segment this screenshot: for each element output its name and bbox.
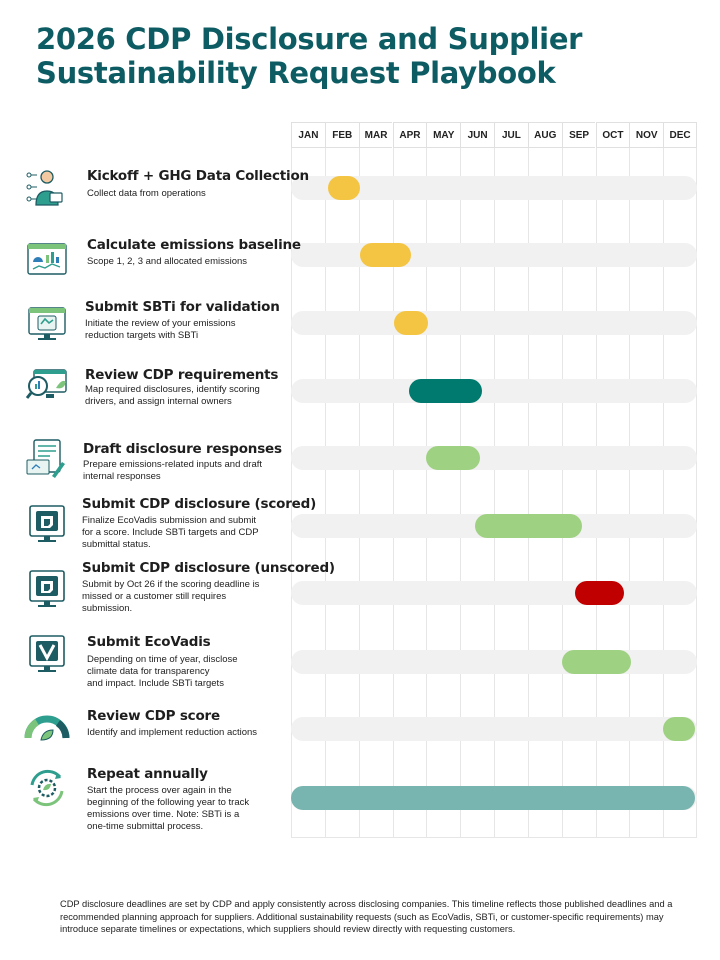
month-header-sep: SEP (561, 122, 596, 148)
month-header-oct: OCT (595, 122, 630, 148)
month-column-oct (595, 148, 630, 838)
month-column-apr (392, 148, 427, 838)
task-description-line: Identify and implement reduction actions (87, 727, 258, 738)
task-description-line: Submit by Oct 26 if the scoring deadline… (82, 579, 260, 590)
month-header-dec: DEC (663, 122, 697, 148)
task-title-submit-cdp-disclosure-scored: Submit CDP disclosure (scored) (82, 496, 317, 512)
timeline-bar-submit-cdp-disclosure-unscored (575, 581, 625, 605)
task-description-line: Prepare emissions-related inputs and dra… (83, 459, 263, 470)
task-description-review-cdp-requirements: Map required disclosures, identify scori… (85, 384, 260, 408)
task-description-line: Initiate the review of your emissions (85, 318, 236, 329)
month-column-aug (527, 148, 562, 838)
task-description-submit-cdp-disclosure-unscored: Submit by Oct 26 if the scoring deadline… (82, 579, 259, 615)
timeline-track-submit-cdp-disclosure-unscored (291, 581, 697, 605)
dashboard-icon (24, 238, 70, 284)
task-description-line: Start the process over again in the (87, 785, 232, 796)
task-description-line: one-time submittal process. (87, 821, 204, 832)
document-edit-icon (24, 436, 70, 482)
timeline-track-review-cdp-score (291, 717, 697, 741)
ecovadis-monitor-icon (24, 632, 70, 678)
task-title-kickoff-ghg-data-collection: Kickoff + GHG Data Collection (87, 168, 309, 184)
task-description-kickoff-ghg-data-collection: Collect data from operations (87, 188, 206, 200)
task-title-repeat-annually: Repeat annually (87, 766, 208, 782)
page-title: 2026 CDP Disclosure and Supplier Sustain… (36, 22, 676, 90)
month-header-may: MAY (426, 122, 461, 148)
task-description-line: emissions over time. Note: SBTi is a (87, 809, 240, 820)
title-line-1: 2026 CDP Disclosure and Supplier (36, 22, 583, 56)
task-description-line: climate data for transparency (87, 666, 210, 677)
timeline-bar-repeat-annually (291, 786, 696, 810)
task-title-submit-sbti-for-validation: Submit SBTi for validation (85, 299, 280, 315)
timeline-track-draft-disclosure-responses (291, 446, 697, 470)
month-header-jun: JUN (460, 122, 494, 148)
task-description-review-cdp-score: Identify and implement reduction actions (87, 727, 257, 739)
month-header-nov: NOV (629, 122, 664, 148)
task-description-line: reduction targets with SBTi (85, 330, 199, 341)
task-description-repeat-annually: Start the process over again in the begin… (87, 785, 249, 833)
task-description-line: internal responses (83, 471, 161, 482)
timeline-bar-draft-disclosure-responses (426, 446, 481, 470)
timeline-track-submit-sbti-for-validation (291, 311, 697, 335)
task-description-line: drivers, and assign internal owners (85, 396, 232, 407)
task-description-line: Depending on time of year, disclose (87, 654, 238, 665)
title-line-2: Sustainability Request Playbook (36, 56, 556, 90)
timeline-bar-submit-sbti-for-validation (394, 311, 429, 335)
task-title-submit-ecovadis: Submit EcoVadis (87, 634, 211, 650)
month-header-apr: APR (392, 122, 427, 148)
timeline-bar-submit-cdp-disclosure-scored (475, 514, 582, 538)
month-column-sep (561, 148, 596, 838)
month-column-dec (663, 148, 697, 838)
task-title-review-cdp-requirements: Review CDP requirements (85, 367, 279, 383)
timeline-bar-submit-ecovadis (561, 650, 631, 674)
task-description-line: Map required disclosures, identify scori… (85, 384, 260, 395)
analytics-leaf-icon (24, 364, 70, 410)
task-description-line: submission. (82, 603, 133, 614)
score-gauge-icon (24, 706, 70, 752)
month-column-nov (629, 148, 663, 838)
task-description-line: submittal status. (82, 539, 151, 550)
task-description-line: missed or a customer still requires (82, 591, 227, 602)
timeline-track-calculate-emissions-baseline (291, 243, 697, 267)
timeline-track-submit-ecovadis (291, 650, 697, 674)
month-column-feb (324, 148, 359, 838)
task-description-line: Finalize EcoVadis submission and submit (82, 515, 257, 526)
data-collection-icon (24, 165, 70, 211)
monitor-check-icon (24, 300, 70, 346)
timeline-bar-calculate-emissions-baseline (360, 243, 412, 267)
month-column-jul (494, 148, 528, 838)
task-description-line: Scope 1, 2, 3 and allocated emissions (87, 256, 248, 267)
cdp-monitor-icon (24, 502, 70, 548)
task-description-line: for a score. Include SBTi targets and CD… (82, 527, 259, 538)
task-description-submit-ecovadis: Depending on time of year, disclose clima… (87, 654, 238, 690)
month-header-mar: MAR (358, 122, 393, 148)
task-description-line: Collect data from operations (87, 188, 206, 199)
task-description-calculate-emissions-baseline: Scope 1, 2, 3 and allocated emissions (87, 256, 247, 268)
month-column-may (426, 148, 460, 838)
month-column-mar (358, 148, 393, 838)
timeline-bar-review-cdp-score (663, 717, 696, 741)
timeline-bar-review-cdp-requirements (409, 379, 483, 403)
cdp-monitor-icon (24, 567, 70, 613)
task-title-review-cdp-score: Review CDP score (87, 708, 220, 724)
month-header-jan: JAN (291, 122, 325, 148)
task-description-line: and impact. Include SBTi targets (87, 678, 224, 689)
month-column-jan (291, 148, 325, 838)
month-header-aug: AUG (527, 122, 562, 148)
task-description-draft-disclosure-responses: Prepare emissions-related inputs and dra… (83, 459, 262, 483)
task-title-draft-disclosure-responses: Draft disclosure responses (83, 441, 282, 457)
month-header-jul: JUL (494, 122, 528, 148)
task-title-calculate-emissions-baseline: Calculate emissions baseline (87, 237, 301, 253)
grid-bottom-line (291, 837, 697, 838)
task-title-submit-cdp-disclosure-unscored: Submit CDP disclosure (unscored) (82, 560, 335, 576)
month-header-feb: FEB (324, 122, 359, 148)
timeline-bar-kickoff-ghg-data-collection (328, 176, 361, 200)
footnote: CDP disclosure deadlines are set by CDP … (60, 899, 673, 935)
timeline-track-review-cdp-requirements (291, 379, 697, 403)
recycle-gear-icon (24, 765, 70, 811)
month-column-jun (460, 148, 494, 838)
task-description-submit-sbti-for-validation: Initiate the review of your emissions red… (85, 318, 235, 342)
task-description-submit-cdp-disclosure-scored: Finalize EcoVadis submission and submit f… (82, 515, 259, 551)
task-description-line: beginning of the following year to track (87, 797, 250, 808)
